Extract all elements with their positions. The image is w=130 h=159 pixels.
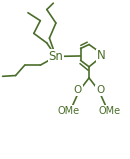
Text: O: O xyxy=(74,85,82,95)
Text: N: N xyxy=(97,49,106,62)
Text: OMe: OMe xyxy=(58,106,80,115)
Text: OMe: OMe xyxy=(99,106,121,115)
Text: Sn: Sn xyxy=(48,50,63,63)
Text: O: O xyxy=(96,85,104,95)
